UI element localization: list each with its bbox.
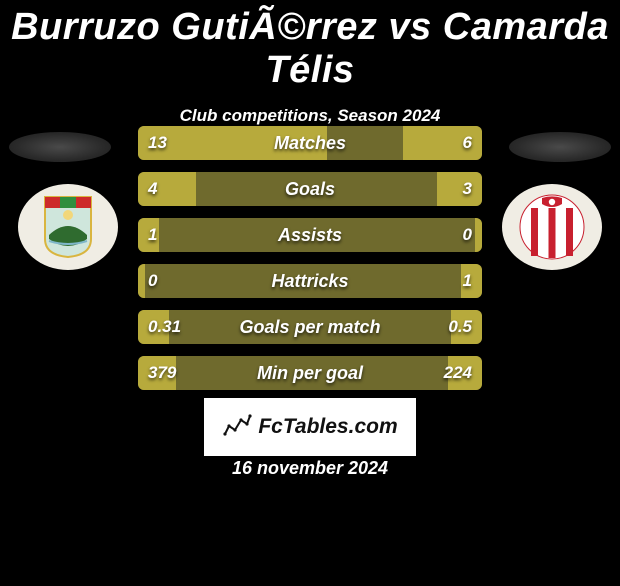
- club-crest-right: [519, 194, 585, 260]
- brand-box[interactable]: FcTables.com: [204, 398, 416, 456]
- club-badge-right: [502, 184, 602, 270]
- stat-row: 10Assists: [138, 218, 482, 252]
- subtitle: Club competitions, Season 2024: [0, 106, 620, 126]
- stats-bars: 136Matches 43Goals 10Assists 01Hattricks 0.3…: [138, 126, 482, 402]
- page-title: Burruzo GutiÃ©rrez vs Camarda Télis: [0, 6, 620, 92]
- stat-row: 379224Min per goal: [138, 356, 482, 390]
- player-right-ellipse: [509, 132, 611, 162]
- stat-label: Goals: [138, 172, 482, 206]
- brand-icon: [222, 412, 252, 443]
- player-left-ellipse: [9, 132, 111, 162]
- stat-label: Goals per match: [138, 310, 482, 344]
- stat-row: 0.310.5Goals per match: [138, 310, 482, 344]
- stat-row: 136Matches: [138, 126, 482, 160]
- club-badge-left: [18, 184, 118, 270]
- stat-label: Matches: [138, 126, 482, 160]
- club-crest-left: [43, 195, 93, 259]
- stat-row: 43Goals: [138, 172, 482, 206]
- stat-label: Hattricks: [138, 264, 482, 298]
- stat-row: 01Hattricks: [138, 264, 482, 298]
- brand-label: FcTables.com: [258, 415, 397, 439]
- date-label: 16 november 2024: [0, 458, 620, 479]
- stat-label: Min per goal: [138, 356, 482, 390]
- stat-label: Assists: [138, 218, 482, 252]
